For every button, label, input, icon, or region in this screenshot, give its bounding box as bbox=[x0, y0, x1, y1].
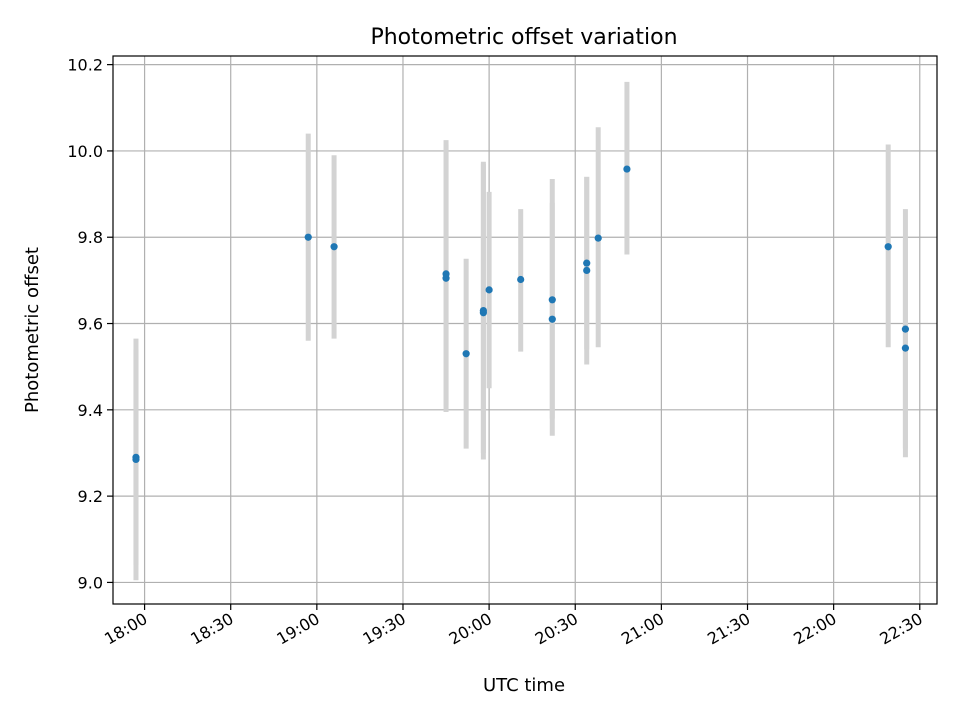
y-tick-label: 10.2 bbox=[67, 56, 103, 75]
data-point bbox=[548, 296, 556, 304]
grid bbox=[113, 56, 937, 604]
data-point bbox=[884, 243, 892, 251]
x-tick-label: 21:00 bbox=[618, 609, 667, 649]
data-point bbox=[330, 243, 338, 251]
y-tick-label: 9.2 bbox=[78, 487, 103, 506]
x-tick-label: 18:00 bbox=[101, 609, 150, 649]
x-tick-label: 19:00 bbox=[273, 609, 322, 649]
x-axis-ticks: 18:00 18:30 19:00 19:30 20:00 20:30 21:00 21:30… bbox=[101, 604, 926, 649]
data-point bbox=[304, 233, 312, 241]
x-tick-label: 20:00 bbox=[446, 609, 495, 649]
x-tick-label: 21:30 bbox=[704, 609, 753, 649]
data-point bbox=[583, 259, 591, 267]
data-point bbox=[623, 165, 631, 173]
y-tick-label: 9.4 bbox=[78, 401, 103, 420]
x-tick-label: 22:00 bbox=[790, 609, 839, 649]
data-point bbox=[479, 306, 487, 315]
x-tick-label: 19:30 bbox=[360, 609, 409, 649]
data-point bbox=[442, 270, 450, 278]
y-tick-label: 9.0 bbox=[78, 573, 103, 592]
data-point bbox=[132, 455, 140, 464]
data-point bbox=[485, 286, 493, 294]
x-axis-label: UTC time bbox=[483, 675, 565, 696]
data-point bbox=[583, 266, 591, 275]
data-point bbox=[901, 344, 910, 352]
data-point bbox=[548, 315, 556, 323]
data-point bbox=[462, 350, 470, 358]
error-bars bbox=[133, 81, 908, 581]
data-point bbox=[901, 325, 910, 333]
y-tick-label: 9.8 bbox=[78, 228, 103, 247]
y-axis-label: Photometric offset bbox=[22, 247, 43, 413]
y-axis-ticks: 9.0 9.2 9.4 9.6 9.8 10.0 10.2 bbox=[67, 56, 113, 592]
data-points bbox=[132, 165, 910, 464]
x-tick-label: 18:30 bbox=[187, 609, 236, 649]
x-tick-label: 22:30 bbox=[876, 609, 925, 649]
data-point bbox=[517, 275, 525, 284]
data-point bbox=[594, 234, 602, 242]
y-tick-label: 10.0 bbox=[67, 142, 103, 161]
chart-title: Photometric offset variation bbox=[370, 25, 677, 50]
x-tick-label: 20:30 bbox=[532, 609, 581, 649]
plot-frame bbox=[112, 55, 938, 605]
y-tick-label: 9.6 bbox=[78, 315, 103, 334]
